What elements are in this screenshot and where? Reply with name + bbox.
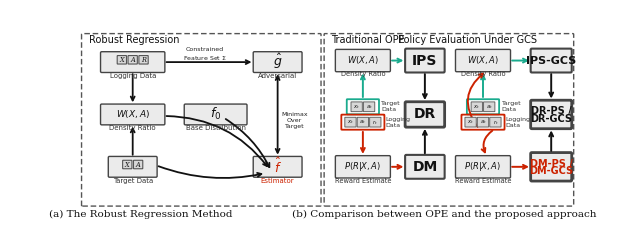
Text: DM-GCS: DM-GCS: [529, 166, 573, 176]
Text: A: A: [136, 160, 141, 168]
Text: Logging Data: Logging Data: [109, 73, 156, 79]
Text: Reward Estimate: Reward Estimate: [335, 178, 391, 184]
Text: $f_0$: $f_0$: [210, 106, 221, 122]
Text: Policy Evaluation Under GCS: Policy Evaluation Under GCS: [398, 35, 537, 45]
FancyBboxPatch shape: [345, 117, 356, 127]
Text: R: R: [141, 56, 146, 64]
Text: $\hat{f}$: $\hat{f}$: [274, 156, 282, 176]
FancyBboxPatch shape: [531, 153, 572, 181]
Text: X: X: [125, 160, 130, 168]
FancyBboxPatch shape: [484, 102, 495, 112]
Text: $P(R|X,A)$: $P(R|X,A)$: [344, 159, 381, 173]
Text: $P(R|X,A)$: $P(R|X,A)$: [465, 159, 502, 173]
FancyBboxPatch shape: [456, 156, 511, 178]
Text: $a_t$: $a_t$: [486, 103, 493, 111]
Text: Density Ratio: Density Ratio: [340, 71, 385, 77]
Text: IPS: IPS: [412, 54, 438, 67]
Text: Logging
Data: Logging Data: [385, 117, 410, 127]
Text: (a) The Robust Regression Method: (a) The Robust Regression Method: [49, 210, 232, 219]
Text: Target
Data: Target Data: [381, 101, 401, 112]
Text: DR: DR: [413, 107, 436, 122]
Text: $r_t$: $r_t$: [372, 118, 378, 127]
Text: DM: DM: [412, 160, 438, 174]
Text: (b) Comparison between OPE and the proposed approach: (b) Comparison between OPE and the propo…: [292, 210, 596, 219]
FancyBboxPatch shape: [405, 155, 445, 179]
Text: $a_t$: $a_t$: [360, 118, 366, 126]
Text: DM-PS /: DM-PS /: [530, 159, 573, 169]
Text: DR-PS /: DR-PS /: [531, 106, 572, 116]
Text: Adversarial: Adversarial: [258, 73, 297, 79]
FancyBboxPatch shape: [531, 100, 572, 129]
FancyBboxPatch shape: [134, 160, 143, 169]
Text: A: A: [131, 56, 135, 64]
Text: DR-GCS: DR-GCS: [530, 114, 572, 124]
FancyBboxPatch shape: [456, 49, 511, 72]
Text: Target Data: Target Data: [113, 178, 153, 184]
Text: $x_t$: $x_t$: [353, 103, 360, 111]
FancyBboxPatch shape: [128, 56, 138, 64]
FancyBboxPatch shape: [477, 117, 489, 127]
Text: Logging
Data: Logging Data: [506, 117, 531, 127]
FancyBboxPatch shape: [100, 52, 165, 72]
Text: $x_t$: $x_t$: [474, 103, 480, 111]
FancyBboxPatch shape: [100, 104, 165, 125]
FancyBboxPatch shape: [335, 49, 390, 72]
FancyBboxPatch shape: [364, 102, 375, 112]
Text: $W(X,A)$: $W(X,A)$: [116, 108, 150, 120]
Text: Density Ratio: Density Ratio: [109, 125, 156, 131]
Text: $a_t$: $a_t$: [479, 118, 486, 126]
Text: Robust Regression: Robust Regression: [88, 35, 179, 45]
FancyBboxPatch shape: [465, 117, 476, 127]
Text: $\hat{g}$: $\hat{g}$: [273, 52, 282, 71]
Text: $W(X,A)$: $W(X,A)$: [347, 54, 379, 66]
FancyBboxPatch shape: [405, 49, 445, 72]
Text: Density Ratio: Density Ratio: [461, 71, 506, 77]
FancyBboxPatch shape: [490, 117, 501, 127]
Text: Minimax
Over
Target: Minimax Over Target: [282, 112, 308, 129]
FancyBboxPatch shape: [108, 156, 157, 177]
Text: X: X: [120, 56, 124, 64]
FancyBboxPatch shape: [531, 49, 572, 72]
FancyBboxPatch shape: [370, 117, 381, 127]
FancyBboxPatch shape: [253, 52, 302, 72]
Text: Constrained
Feature Set $\Sigma$: Constrained Feature Set $\Sigma$: [183, 47, 227, 62]
Text: $r_t$: $r_t$: [493, 118, 499, 127]
FancyBboxPatch shape: [253, 156, 302, 177]
Text: IPS-GCS: IPS-GCS: [526, 56, 577, 65]
Text: Base Distribution: Base Distribution: [186, 125, 246, 131]
Text: Target
Data: Target Data: [502, 101, 521, 112]
Text: Traditional OPE: Traditional OPE: [331, 35, 405, 45]
Text: $x_t$: $x_t$: [347, 118, 354, 126]
Text: $a_t$: $a_t$: [365, 103, 372, 111]
Text: $x_t$: $x_t$: [467, 118, 474, 126]
Text: $W(X,A)$: $W(X,A)$: [467, 54, 499, 66]
Text: Estimator: Estimator: [261, 178, 294, 184]
FancyBboxPatch shape: [405, 102, 445, 127]
FancyBboxPatch shape: [117, 56, 127, 64]
FancyBboxPatch shape: [139, 56, 148, 64]
FancyBboxPatch shape: [184, 104, 247, 125]
FancyBboxPatch shape: [335, 156, 390, 178]
FancyBboxPatch shape: [351, 102, 362, 112]
Text: Reward Estimate: Reward Estimate: [455, 178, 511, 184]
FancyBboxPatch shape: [357, 117, 369, 127]
FancyBboxPatch shape: [471, 102, 483, 112]
FancyBboxPatch shape: [123, 160, 132, 169]
